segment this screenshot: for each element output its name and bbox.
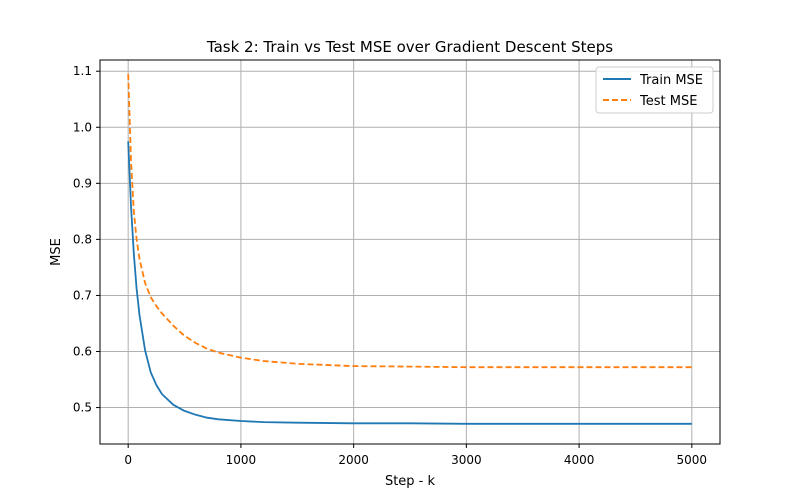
y-tick-label: 0.5: [73, 401, 92, 415]
y-tick-label: 0.9: [73, 176, 92, 190]
y-axis-ticks: 0.5 0.6 0.7 0.8 0.9 1.0 1.1: [73, 64, 100, 415]
x-tick-label: 5000: [677, 453, 708, 467]
x-tick-label: 2000: [338, 453, 369, 467]
x-axis-label: Step - k: [385, 474, 436, 489]
plot-series: [127, 73, 692, 425]
x-tick-label: 4000: [564, 453, 595, 467]
y-tick-label: 1.1: [73, 64, 92, 78]
y-tick-label: 1.0: [73, 120, 92, 134]
test-mse-line: [127, 73, 692, 369]
x-axis-ticks: 0 1000 2000 3000 4000 5000: [124, 444, 707, 467]
y-tick-label: 0.8: [73, 232, 92, 246]
x-tick-label: 3000: [451, 453, 482, 467]
y-tick-label: 0.7: [73, 288, 92, 302]
chart-title: Task 2: Train vs Test MSE over Gradient …: [206, 38, 613, 56]
y-axis-label: MSE: [49, 238, 64, 266]
x-tick-label: 0: [124, 453, 132, 467]
y-tick-label: 0.6: [73, 345, 92, 359]
legend-label-test-mse: Test MSE: [639, 94, 697, 109]
train-mse-line: [127, 141, 692, 425]
x-tick-label: 1000: [226, 453, 257, 467]
grid-lines: [100, 60, 720, 444]
plot-area-frame: [99, 59, 721, 445]
legend: Train MSE Test MSE: [595, 66, 714, 114]
legend-label-train-mse: Train MSE: [639, 73, 703, 88]
